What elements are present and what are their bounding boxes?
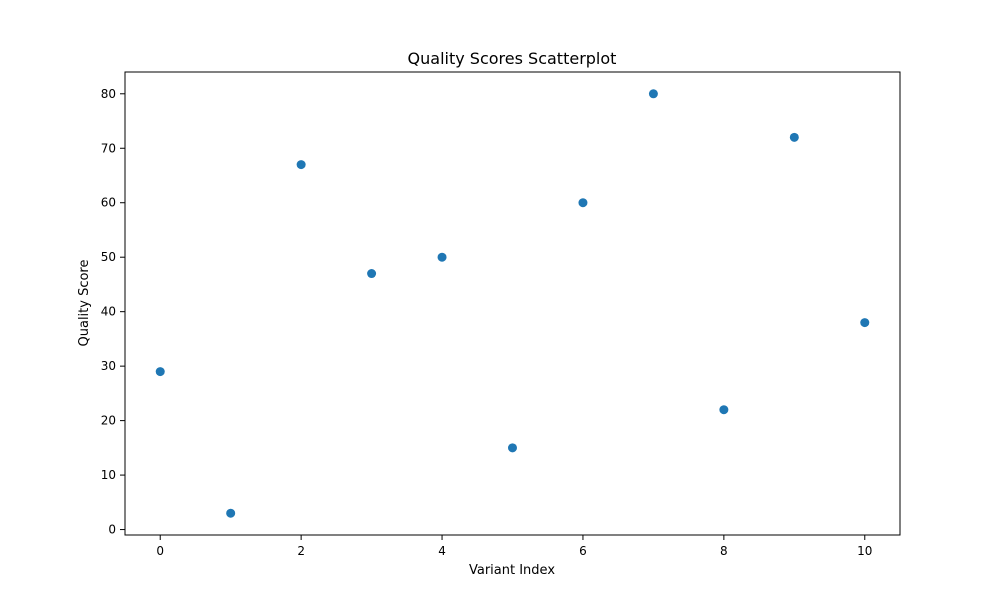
y-axis-ticks: 0 10 20 30 40 50 60 70 80 xyxy=(101,87,125,537)
y-tick-label: 80 xyxy=(101,87,116,101)
data-point xyxy=(789,132,799,142)
y-axis-label: Quality Score xyxy=(77,260,92,347)
data-point xyxy=(508,443,517,453)
x-tick-label: 8 xyxy=(720,544,728,558)
data-point xyxy=(860,318,870,328)
x-axis-label: Variant Index xyxy=(469,563,555,578)
x-tick-label: 4 xyxy=(438,544,446,558)
x-tick-label: 6 xyxy=(579,544,587,558)
data-point xyxy=(155,367,165,377)
data-point xyxy=(437,252,447,262)
x-tick-label: 10 xyxy=(857,544,872,558)
y-tick-label: 50 xyxy=(101,250,116,264)
data-point xyxy=(578,198,588,208)
x-axis-ticks: 0 2 4 6 8 10 xyxy=(156,535,872,558)
y-tick-label: 20 xyxy=(101,414,116,428)
plot-frame xyxy=(124,71,901,536)
chart-title: Quality Scores Scatterplot xyxy=(408,49,617,68)
plot-area xyxy=(125,72,900,535)
y-tick-label: 60 xyxy=(101,196,116,210)
data-points xyxy=(155,89,870,518)
y-tick-label: 0 xyxy=(108,523,116,537)
data-point xyxy=(296,160,306,170)
data-point xyxy=(648,89,658,99)
y-tick-label: 70 xyxy=(101,141,116,155)
data-point xyxy=(226,508,236,518)
data-point xyxy=(719,405,729,415)
y-tick-label: 10 xyxy=(101,468,116,482)
y-tick-label: 40 xyxy=(101,305,116,319)
data-point xyxy=(367,269,377,279)
y-tick-label: 30 xyxy=(101,359,116,373)
x-tick-label: 0 xyxy=(156,544,164,558)
x-tick-label: 2 xyxy=(297,544,305,558)
